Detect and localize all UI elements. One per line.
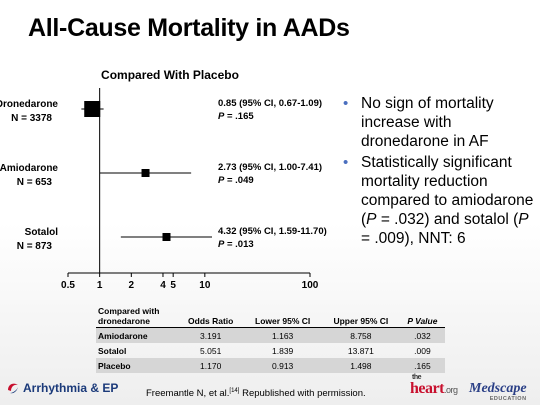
x-tick-label: 5	[170, 280, 176, 291]
point-estimate-marker	[141, 169, 150, 177]
bullet-item: • Statistically significant mortality red…	[343, 154, 534, 247]
point-estimate-marker	[162, 233, 171, 241]
header-upper-ci: Upper 95% CI	[321, 305, 400, 328]
study-name: Sotalol	[25, 227, 59, 238]
bullet-item: • No sign of mortality increase with dron…	[343, 95, 494, 150]
row-label: Amiodarone	[96, 327, 178, 343]
x-tick-label: 0.5	[61, 280, 75, 291]
study-n: N = 873	[17, 241, 53, 252]
p-label: P = .013	[218, 239, 254, 250]
row-label: Sotalol	[98, 345, 127, 356]
slide-title: All-Cause Mortality in AADs	[28, 14, 350, 42]
forest-plot: 0.5 1 2 4 5 10 100 Dronedarone N = 3378 0.85 (95%…	[0, 88, 327, 291]
chart-subtitle: Compared With Placebo	[101, 68, 239, 82]
x-tick-label: 2	[129, 280, 135, 291]
table-row: Amiodarone 3.191 1.163 8.758 .032	[96, 327, 445, 343]
study-n: N = 653	[17, 177, 53, 188]
arrhythmia-ep-logo: Arrhythmia & EP	[6, 381, 118, 395]
x-tick-label: 4	[160, 280, 166, 291]
x-tick-label: 10	[199, 280, 211, 291]
cell-p-value: .009	[414, 345, 431, 356]
bullet-list: • No sign of mortality increase with dron…	[343, 94, 538, 250]
cell-upper-ci: 13.871	[347, 345, 374, 356]
cell-lower-ci: 0.913	[243, 358, 322, 373]
ci-label: 2.73 (95% CI, 1.00-7.41)	[218, 162, 322, 173]
cell-upper-ci: 8.758	[321, 327, 400, 343]
cell-odds-ratio: 5.051	[200, 345, 222, 356]
p-label: P = .165	[218, 111, 254, 122]
header-lower-ci: Lower 95% CI	[243, 305, 322, 328]
study-n: N = 3378	[11, 113, 52, 124]
heart-swoosh-icon	[8, 383, 18, 394]
row-label: Placebo	[96, 358, 178, 373]
cell-lower-ci: 1.839	[272, 345, 294, 356]
header-odds-ratio: Odds Ratio	[178, 305, 244, 328]
bullet-icon: •	[343, 95, 349, 112]
cell-upper-ci: 1.498	[321, 358, 400, 373]
header-p-value: P Value	[399, 305, 445, 328]
cell-p-value: .032	[399, 327, 445, 343]
bullet-icon: •	[343, 154, 349, 171]
study-name: Dronedarone	[0, 99, 58, 110]
citation: Freemantle N, et al.[14] Republished wit…	[146, 388, 366, 400]
cell-odds-ratio: 1.170	[178, 358, 244, 373]
cell-odds-ratio: 3.191	[178, 327, 244, 343]
medscape-education-logo: Medscape EDUCATION	[469, 381, 527, 402]
table-row: Placebo 1.170 0.913 1.498 .165	[96, 358, 445, 373]
theheart-org-logo: the heart.org	[410, 374, 458, 397]
results-table: Compared with dronedarone Odds Ratio Low…	[96, 305, 445, 373]
p-label: P = .049	[218, 175, 254, 186]
table-row: Sotalol 5.051 1.839 13.871 .009	[96, 343, 445, 358]
cell-p-value: .165	[399, 358, 445, 373]
header-comparator: Compared with dronedarone	[96, 305, 178, 328]
ci-label: 0.85 (95% CI, 0.67-1.09)	[218, 98, 322, 109]
x-tick-label: 1	[97, 280, 103, 291]
x-tick-label: 100	[302, 280, 319, 291]
point-estimate-marker	[84, 101, 101, 117]
study-name: Amiodarone	[0, 163, 58, 174]
table-header-row: Compared with dronedarone Odds Ratio Low…	[96, 305, 445, 328]
cell-lower-ci: 1.163	[243, 327, 322, 343]
ci-label: 4.32 (95% CI, 1.59-11.70)	[218, 226, 327, 237]
